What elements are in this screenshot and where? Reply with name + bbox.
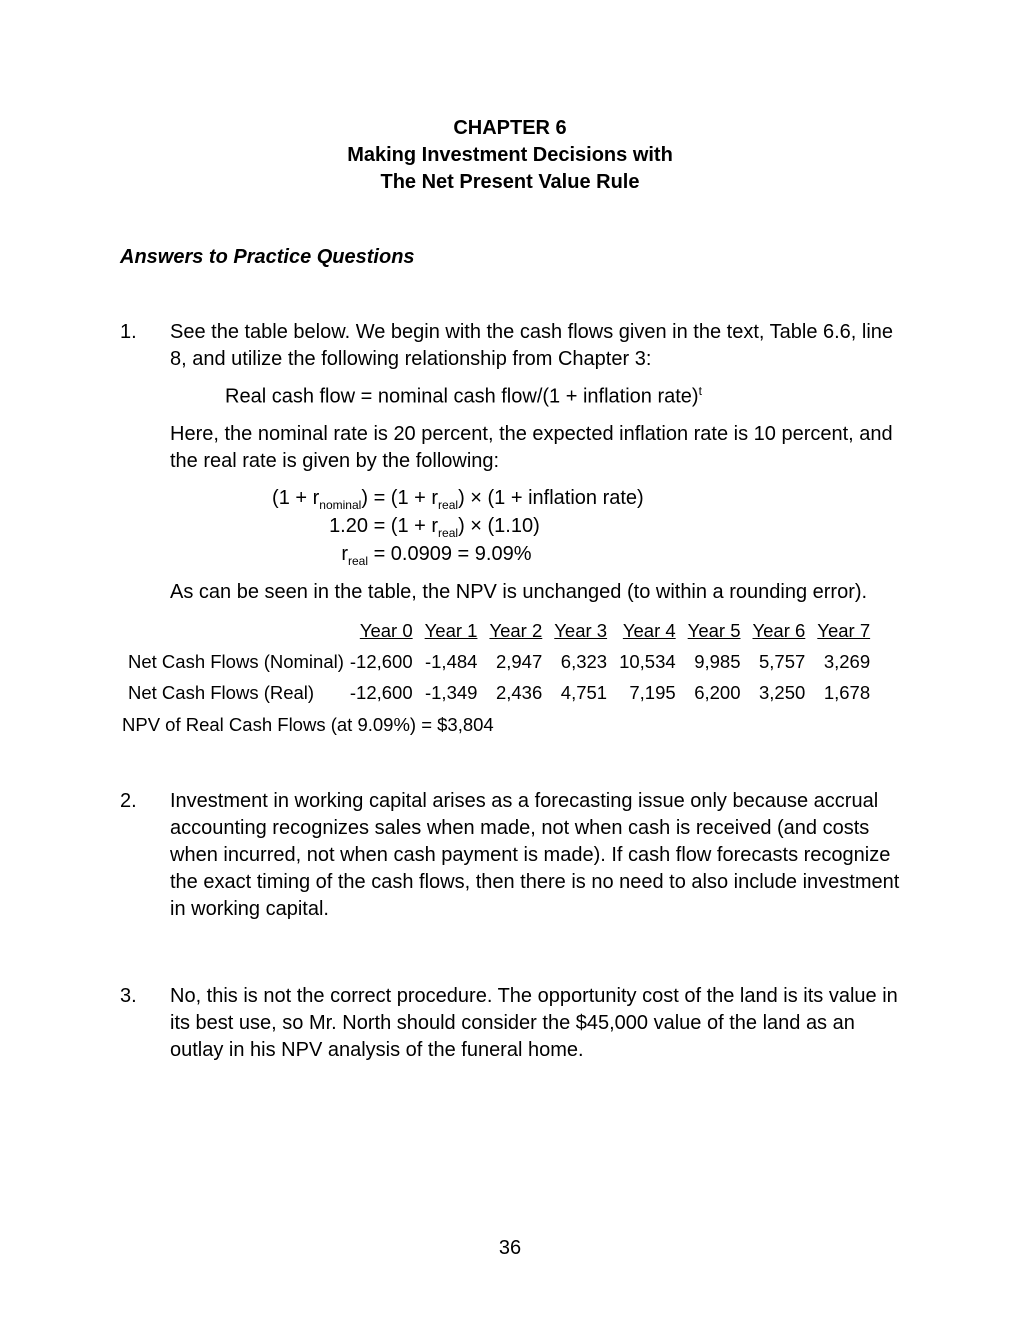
table-row: Net Cash Flows (Nominal) -12,600 -1,484 … [122,647,876,678]
question-3-body: No, this is not the correct procedure. T… [170,983,900,1074]
q1-eq2-left: 1.20 [329,515,368,537]
chapter-heading-line2: Making Investment Decisions with [120,142,900,169]
row1-v2: 2,436 [483,678,548,709]
table-header-y6: Year 6 [746,616,811,647]
row0-v3: 6,323 [548,647,613,678]
question-2-body: Investment in working capital arises as … [170,788,900,933]
table-row: Net Cash Flows (Real) -12,600 -1,349 2,4… [122,678,876,709]
row1-v0: -12,600 [344,678,419,709]
q1-real-cf-formula-sup: t [699,384,702,398]
q1-eq1: (1 + rnominal) = (1 + rreal) × (1 + infl… [250,485,900,513]
question-3-number: 3. [120,983,170,1074]
q1-eq3-right: = 0.0909 = 9.09% [374,543,532,565]
q3-paragraph-1: No, this is not the correct procedure. T… [170,983,900,1064]
row1-v7: 1,678 [811,678,876,709]
page-number: 36 [0,1237,1020,1260]
q1-eq2-right-sub: real [438,526,458,540]
question-2-number: 2. [120,788,170,933]
table-header-y7: Year 7 [811,616,876,647]
q1-eq3: rreal = 0.0909 = 9.09% [250,541,900,569]
table-header-blank [122,616,344,647]
row0-v7: 3,269 [811,647,876,678]
question-3: 3. No, this is not the correct procedure… [120,983,900,1074]
q1-eq1-left-sub: nominal [319,498,361,512]
question-1: 1. See the table below. We begin with th… [120,319,900,738]
q2-paragraph-1: Investment in working capital arises as … [170,788,900,923]
section-heading: Answers to Practice Questions [120,246,900,269]
table-header-y0: Year 0 [344,616,419,647]
table-header-y3: Year 3 [548,616,613,647]
question-1-body: See the table below. We begin with the c… [170,319,900,738]
chapter-heading-line1: CHAPTER 6 [120,115,900,142]
table-header-y2: Year 2 [483,616,548,647]
q1-eq2-right-pre: = (1 + r [374,515,438,537]
q1-eq1-right-post: ) × (1 + inflation rate) [458,487,644,509]
q1-paragraph-3: As can be seen in the table, the NPV is … [170,579,900,606]
q1-paragraph-1: See the table below. We begin with the c… [170,319,900,373]
q1-eq3-left-pre: r [341,543,348,565]
q1-eq1-left-post: ) [361,487,368,509]
row0-v4: 10,534 [613,647,682,678]
table-header-y1: Year 1 [419,616,484,647]
row0-v1: -1,484 [419,647,484,678]
q1-derivation: (1 + rnominal) = (1 + rreal) × (1 + infl… [170,485,900,570]
table-header-row: Year 0 Year 1 Year 2 Year 3 Year 4 Year … [122,616,876,647]
row0-v2: 2,947 [483,647,548,678]
row1-v5: 6,200 [682,678,747,709]
chapter-heading-line3: The Net Present Value Rule [120,169,900,196]
row1-v3: 4,751 [548,678,613,709]
row1-v4: 7,195 [613,678,682,709]
q1-paragraph-2: Here, the nominal rate is 20 percent, th… [170,421,900,475]
q1-npv-line: NPV of Real Cash Flows (at 9.09%) = $3,8… [122,713,900,738]
q1-eq2: 1.20 = (1 + rreal) × (1.10) [250,513,900,541]
q1-real-cf-formula: Real cash flow = nominal cash flow/(1 + … [170,383,900,411]
row0-v0: -12,600 [344,647,419,678]
row1-v1: -1,349 [419,678,484,709]
q1-eq1-right-pre: = (1 + r [374,487,438,509]
row0-v6: 5,757 [746,647,811,678]
table-header-y5: Year 5 [682,616,747,647]
q1-eq1-right-sub: real [438,498,458,512]
table-header-y4: Year 4 [613,616,682,647]
q1-eq1-left-pre: (1 + r [272,487,319,509]
row0-v5: 9,985 [682,647,747,678]
row0-label: Net Cash Flows (Nominal) [122,647,344,678]
q1-eq3-left-sub: real [348,554,368,568]
row1-label: Net Cash Flows (Real) [122,678,344,709]
q1-eq2-right-post: ) × (1.10) [458,515,540,537]
question-2: 2. Investment in working capital arises … [120,788,900,933]
chapter-heading: CHAPTER 6 Making Investment Decisions wi… [120,115,900,196]
q1-cashflow-table: Year 0 Year 1 Year 2 Year 3 Year 4 Year … [122,616,900,709]
row1-v6: 3,250 [746,678,811,709]
q1-real-cf-formula-text: Real cash flow = nominal cash flow/(1 + … [225,386,699,408]
